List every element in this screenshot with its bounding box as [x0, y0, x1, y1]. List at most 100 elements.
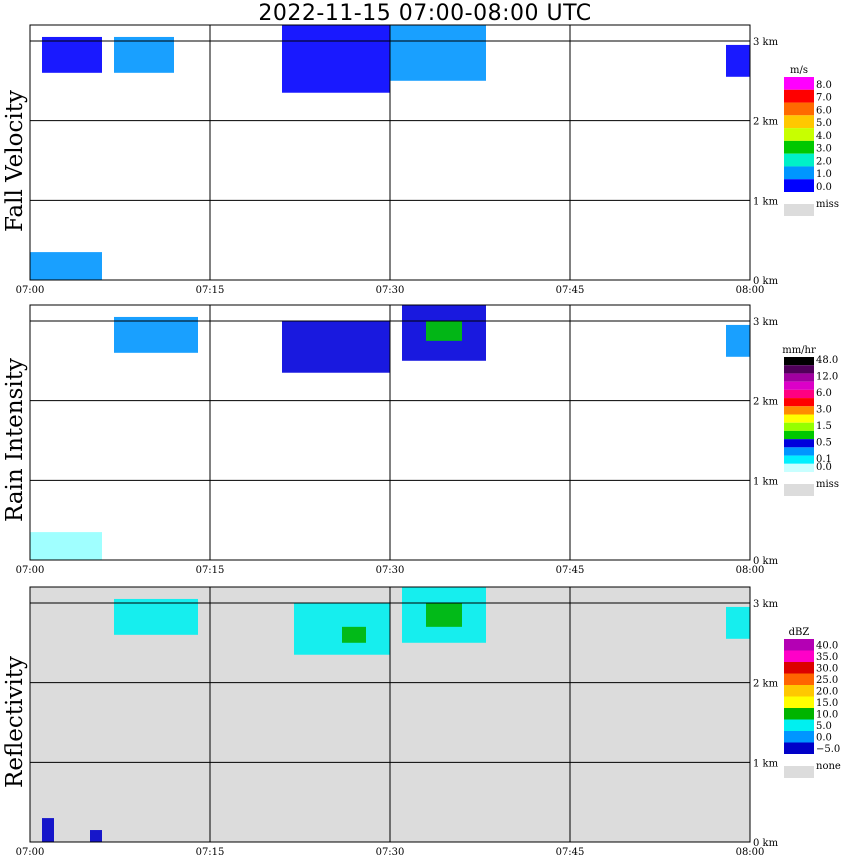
colorbar-label: 8.0: [816, 80, 832, 91]
colorbar-swatch: [784, 742, 814, 754]
colorbar-swatch: [784, 389, 814, 399]
y-tick-label: 3 km: [753, 599, 779, 610]
x-tick-label: 07:00: [16, 285, 45, 296]
echo-cell: [726, 324, 750, 357]
colorbar-label: 30.0: [816, 664, 838, 675]
colorbar-unit: m/s: [790, 65, 808, 76]
colorbar-label: 6.0: [816, 105, 832, 116]
colorbar-swatch: [784, 89, 814, 103]
colorbar-unit: dBZ: [789, 627, 810, 638]
colorbar-label: 7.0: [816, 93, 832, 104]
colorbar-swatch: [784, 673, 814, 685]
x-tick-label: 07:15: [196, 285, 225, 296]
colorbar-swatch: [784, 414, 814, 423]
colorbar-label: 5.0: [816, 721, 832, 732]
x-tick-label: 07:15: [196, 565, 225, 576]
echo-cell: [282, 320, 390, 373]
y-tick-label: 1 km: [753, 758, 779, 769]
colorbar-label: 40.0: [816, 641, 838, 652]
x-tick-label: 07:45: [556, 285, 585, 296]
colorbar-label: 5.0: [816, 118, 832, 129]
x-tick-label: 07:30: [376, 285, 405, 296]
echo-cell: [726, 606, 750, 639]
y-tick-label: 0 km: [753, 276, 779, 287]
colorbar-miss-label: miss: [816, 199, 839, 210]
echo-cell: [114, 36, 174, 73]
colorbar-label: 25.0: [816, 675, 838, 686]
y-tick-label: 0 km: [753, 556, 779, 567]
x-tick-label: 07:00: [16, 847, 45, 858]
colorbar-label: 3.0: [816, 405, 832, 416]
y-tick-label: 2 km: [753, 397, 779, 408]
colorbar-label: 0.5: [816, 437, 832, 448]
y-tick-label: 0 km: [753, 838, 779, 849]
colorbar-label: 35.0: [816, 652, 838, 663]
colorbar-swatch: [784, 650, 814, 662]
plot-border: [29, 304, 751, 561]
x-tick-label: 07:00: [16, 565, 45, 576]
colorbar-swatch: [784, 365, 814, 374]
echo-cell: [426, 602, 462, 627]
colorbar-label: 48.0: [816, 355, 838, 366]
y-tick-label: 3 km: [753, 37, 779, 48]
x-tick-label: 08:00: [736, 285, 765, 296]
colorbar-swatch: [784, 422, 814, 431]
x-tick-label: 08:00: [736, 847, 765, 858]
colorbar-miss-label: none: [816, 761, 841, 772]
echo-cell: [30, 532, 102, 560]
colorbar-swatch: [784, 685, 814, 697]
colorbar-label: 3.0: [816, 144, 832, 155]
colorbar-swatch: [784, 381, 814, 390]
colorbar-label: 0.1: [816, 454, 832, 465]
colorbar-swatch: [784, 662, 814, 674]
colorbar-label: 0.0: [816, 733, 832, 744]
y-tick-label: 1 km: [753, 196, 779, 207]
colorbar-miss-swatch: [784, 484, 814, 496]
colorbar-swatch: [784, 166, 814, 180]
echo-cell: [42, 818, 54, 842]
colorbar-miss-swatch: [784, 204, 814, 216]
colorbar-swatch: [784, 398, 814, 407]
echo-cell: [90, 830, 102, 842]
y-tick-label: 3 km: [753, 317, 779, 328]
colorbar-label: 12.0: [816, 372, 838, 383]
echo-cell: [342, 626, 366, 643]
colorbar-miss-swatch: [784, 766, 814, 778]
echo-cell: [390, 25, 486, 81]
echo-cell: [114, 316, 198, 353]
colorbar-label: 6.0: [816, 388, 832, 399]
colorbar-label: 2.0: [816, 156, 832, 167]
y-tick-label: 2 km: [753, 679, 779, 690]
echo-cell: [30, 252, 102, 280]
colorbar-label: 15.0: [816, 698, 838, 709]
echo-cell: [726, 44, 750, 77]
colorbar-swatch: [784, 115, 814, 129]
colorbar-swatch: [784, 128, 814, 141]
colorbar-swatch: [784, 102, 814, 116]
x-tick-label: 07:15: [196, 847, 225, 858]
colorbar-label: 0.0: [816, 182, 832, 193]
colorbar-swatch: [784, 447, 814, 456]
x-tick-label: 07:45: [556, 847, 585, 858]
x-tick-label: 07:45: [556, 565, 585, 576]
y-tick-label: 1 km: [753, 476, 779, 487]
colorbar-swatch: [784, 639, 814, 651]
colorbar-swatch: [784, 463, 814, 472]
y-tick-label: 2 km: [753, 117, 779, 128]
colorbar-swatch: [784, 708, 814, 720]
colorbar-swatch: [784, 140, 814, 154]
colorbar-swatch: [784, 731, 814, 743]
echo-cell: [282, 25, 390, 93]
x-tick-label: 07:30: [376, 565, 405, 576]
plot-border: [29, 586, 751, 843]
colorbar-label: 1.5: [816, 421, 832, 432]
colorbar-miss-label: miss: [816, 479, 839, 490]
colorbar-swatch: [784, 439, 814, 448]
colorbar-swatch: [784, 179, 814, 192]
colorbar-label: −5.0: [816, 744, 840, 755]
colorbar-swatch: [784, 77, 814, 90]
colorbar-swatch: [784, 373, 814, 382]
colorbar-label: 4.0: [816, 131, 832, 142]
echo-cell: [114, 598, 198, 635]
